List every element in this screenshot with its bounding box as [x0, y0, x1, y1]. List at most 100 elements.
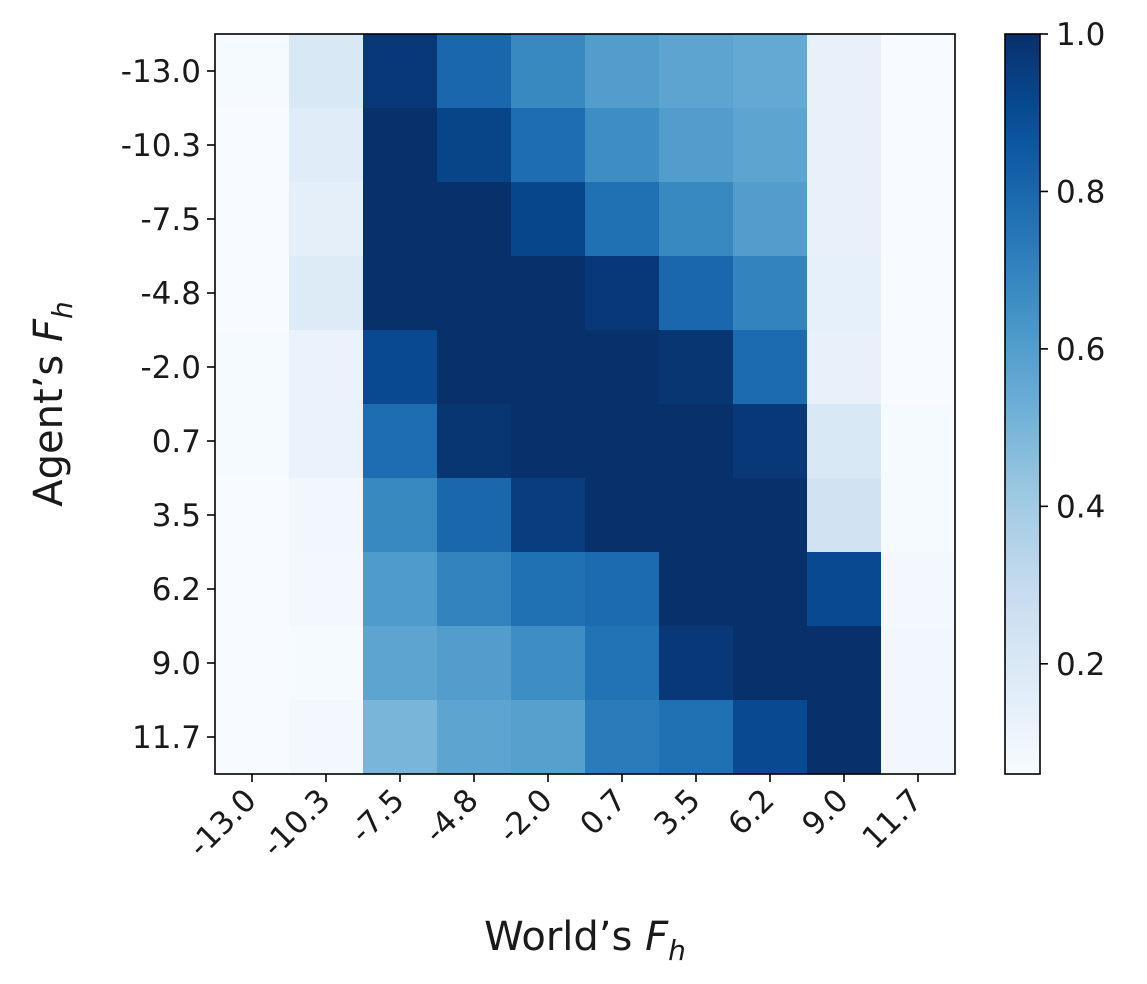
heatmap-cell [215, 700, 290, 775]
heatmap-cell [437, 404, 512, 479]
heatmap-cell [585, 108, 660, 183]
heatmap-cell [659, 108, 734, 183]
heatmap-cell [437, 330, 512, 405]
colorbar [1005, 34, 1040, 774]
y-tick-label: -4.8 [141, 276, 202, 312]
heatmap-cell [881, 478, 956, 553]
heatmap-cell [437, 256, 512, 331]
heatmap-cell [733, 700, 808, 775]
heatmap-cell [289, 34, 364, 109]
heatmap-cell [363, 404, 438, 479]
heatmap-cell [585, 330, 660, 405]
y-tick-label: 0.7 [152, 424, 201, 460]
y-axis-ticks: -13.0 -10.3 -7.5 -4.8 -2.0 0.7 3.5 6.2 9.0 11.7 [121, 54, 215, 756]
y-tick-label: 6.2 [152, 572, 201, 608]
heatmap-cell [437, 552, 512, 627]
heatmap-cell [659, 330, 734, 405]
x-axis-title-symbol: F [645, 914, 669, 960]
heatmap-cell [289, 182, 364, 257]
x-axis-title-subscript: h [668, 934, 686, 967]
heatmap-cell [363, 552, 438, 627]
heatmap-cell [733, 478, 808, 553]
heatmap-cell [807, 404, 882, 479]
colorbar-tick-label: 0.4 [1056, 489, 1105, 525]
heatmap-cell [215, 330, 290, 405]
heatmap-cell [289, 108, 364, 183]
heatmap-cell [733, 404, 808, 479]
heatmap-cell [437, 108, 512, 183]
heatmap-cell [585, 626, 660, 701]
x-axis-title-prefix: World’s [484, 914, 645, 960]
heatmap-cell [363, 626, 438, 701]
y-axis-title: Agent’s Fh [26, 301, 79, 506]
heatmap-cell [585, 34, 660, 109]
colorbar-ticks: 0.2 0.4 0.6 0.8 1.0 [1040, 17, 1105, 683]
heatmap-cell [733, 626, 808, 701]
heatmap-cell [437, 700, 512, 775]
heatmap-cell [215, 626, 290, 701]
heatmap-cell [585, 256, 660, 331]
heatmap-cell [289, 256, 364, 331]
heatmap-cell [881, 404, 956, 479]
colorbar-tick-label: 1.0 [1056, 17, 1105, 53]
heatmap-cell [881, 700, 956, 775]
colorbar-tick-label: 0.8 [1056, 174, 1105, 210]
heatmap-cell [511, 700, 586, 775]
heatmap-cell [659, 626, 734, 701]
colorbar-frame [1004, 33, 1041, 775]
heatmap-cell [733, 256, 808, 331]
heatmap-cell [215, 256, 290, 331]
heatmap-cell [807, 182, 882, 257]
heatmap-cell [363, 108, 438, 183]
heatmap-cell [881, 182, 956, 257]
heatmap-cell [215, 34, 290, 109]
heatmap-cell [807, 330, 882, 405]
heatmap-cell [585, 404, 660, 479]
heatmap-cell [215, 404, 290, 479]
heatmap-cell [289, 330, 364, 405]
heatmap-cell [215, 108, 290, 183]
heatmap-cell [659, 700, 734, 775]
heatmap-cell [363, 478, 438, 553]
heatmap-cell [215, 478, 290, 553]
heatmap-cell [585, 478, 660, 553]
heatmap-cell [585, 552, 660, 627]
x-axis-title: World’s Fh [484, 914, 686, 967]
colorbar-tick-label: 0.6 [1056, 332, 1105, 368]
heatmap-cell [881, 34, 956, 109]
heatmap-cell [807, 552, 882, 627]
heatmap-cell [437, 182, 512, 257]
y-axis-title-prefix: Agent’s [26, 342, 72, 507]
heatmap-cell [363, 182, 438, 257]
y-tick-label: 3.5 [152, 498, 201, 534]
heatmap-cell [511, 552, 586, 627]
heatmap-cell [511, 626, 586, 701]
y-tick-label: -13.0 [121, 54, 201, 90]
heatmap-cell [807, 478, 882, 553]
heatmap-cell [733, 34, 808, 109]
heatmap-cell [881, 108, 956, 183]
heatmap-cell [215, 552, 290, 627]
heatmap-cell [733, 330, 808, 405]
heatmap-cell [437, 626, 512, 701]
heatmap-cell [659, 552, 734, 627]
heatmap-cell [733, 182, 808, 257]
heatmap-cell [363, 330, 438, 405]
heatmap-cell [289, 626, 364, 701]
heatmap-cell [659, 256, 734, 331]
heatmap-cell [511, 256, 586, 331]
heatmap-cell [807, 626, 882, 701]
y-axis-title-subscript: h [46, 301, 79, 319]
heatmap-cell [511, 34, 586, 109]
heatmap-cell [807, 256, 882, 331]
heatmap-cell [511, 478, 586, 553]
heatmap-cell [511, 330, 586, 405]
heatmap-cell [511, 108, 586, 183]
y-tick-label: -2.0 [141, 350, 202, 386]
colorbar-tick-label: 0.2 [1056, 647, 1105, 683]
heatmap-cell [363, 700, 438, 775]
heatmap-cell [659, 34, 734, 109]
heatmap-cell [585, 700, 660, 775]
heatmap-cell [363, 34, 438, 109]
